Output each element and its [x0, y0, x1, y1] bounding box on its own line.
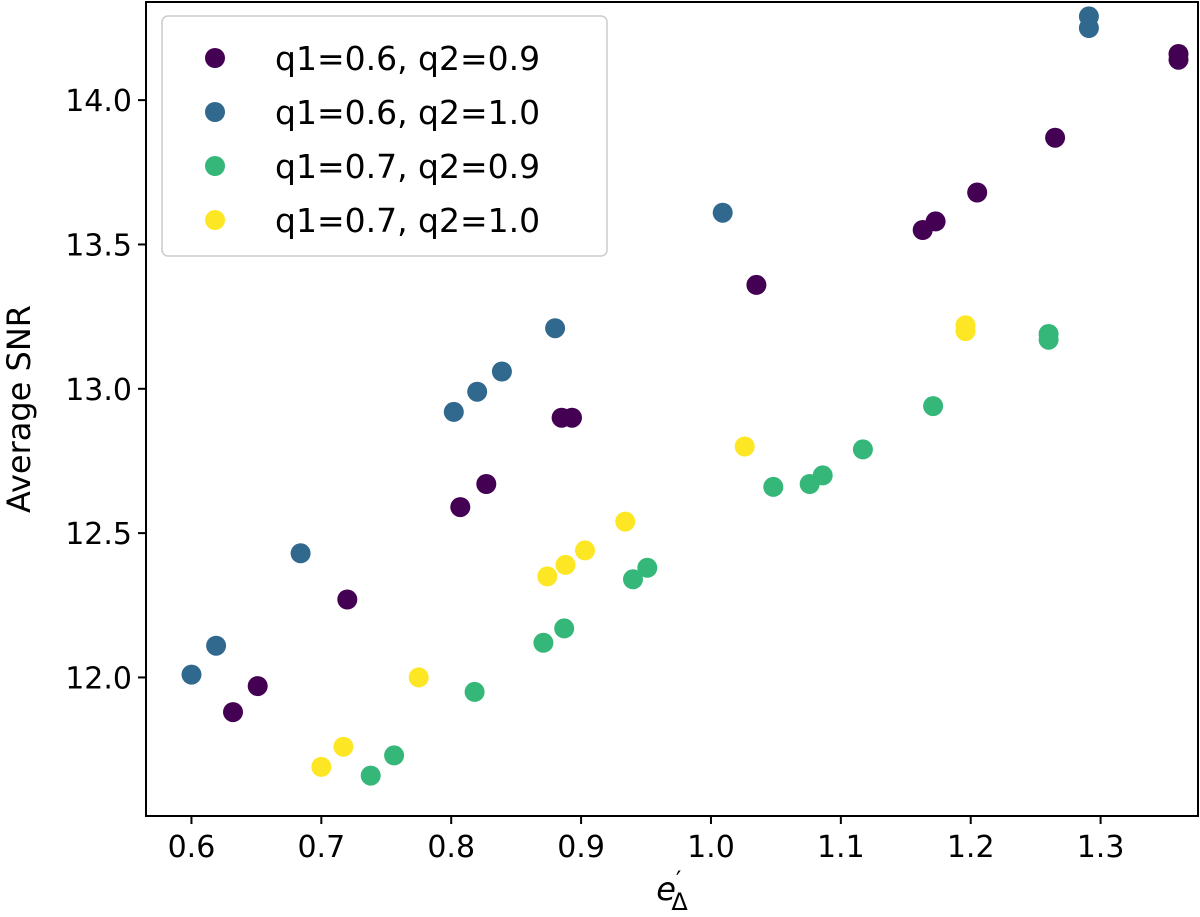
- data-points: [181, 6, 1189, 786]
- x-tick-label: 0.6: [168, 830, 216, 865]
- data-point-s0-11: [1045, 127, 1066, 148]
- data-point-s2-4: [554, 618, 575, 639]
- y-tick-label: 12.5: [65, 517, 132, 552]
- data-point-s2-7: [763, 476, 784, 497]
- y-tick-label: 13.5: [65, 228, 132, 263]
- data-point-s0-4: [476, 474, 497, 494]
- data-point-s3-9: [955, 315, 976, 336]
- data-point-s0-7: [746, 274, 767, 295]
- x-tick-label: 1.0: [687, 830, 735, 865]
- y-tick-label: 14.0: [65, 84, 132, 119]
- y-tick-label: 12.0: [65, 661, 132, 696]
- data-point-s0-2: [337, 589, 358, 610]
- data-point-s3-4: [555, 554, 576, 575]
- x-axis-label: e′ Δ: [656, 866, 688, 916]
- data-point-s2-0: [360, 765, 381, 786]
- x-tick-label: 1.3: [1077, 830, 1125, 865]
- data-point-s2-9: [812, 465, 833, 486]
- legend-marker: [205, 210, 225, 230]
- legend: q1=0.6, q2=0.9 q1=0.6, q2=1.0 q1=0.7, q2=0…: [161, 15, 608, 257]
- legend-box: [161, 15, 608, 257]
- data-point-s0-0: [223, 702, 243, 723]
- legend-marker: [205, 102, 225, 122]
- data-point-s3-3: [537, 566, 558, 587]
- data-point-s2-6: [637, 557, 658, 578]
- x-axis-ticks: 0.6 0.7 0.8 0.9 1.0 1.1 1.2 1.3: [168, 816, 1125, 865]
- data-point-s3-5: [575, 540, 595, 561]
- data-point-s2-13: [1038, 324, 1059, 344]
- legend-entry-label: q1=0.6, q2=1.0: [275, 93, 540, 132]
- plot-frame: [145, 1, 1199, 817]
- data-point-s0-10: [967, 182, 988, 203]
- y-axis-ticks: 12.0 12.5 13.0 13.5 14.0: [65, 84, 146, 696]
- data-point-s1-9: [1078, 6, 1099, 27]
- x-tick-label: 0.9: [557, 830, 605, 865]
- data-point-s1-2: [290, 543, 311, 564]
- data-point-s1-6: [545, 318, 566, 339]
- data-point-s3-2: [408, 667, 429, 688]
- data-point-s2-10: [852, 439, 873, 460]
- data-point-s2-1: [384, 745, 405, 766]
- data-point-s1-3: [443, 401, 464, 422]
- legend-entry-label: q1=0.7, q2=1.0: [275, 201, 540, 240]
- data-point-s1-4: [467, 381, 488, 402]
- data-point-s1-7: [712, 202, 733, 223]
- data-point-s0-13: [1168, 44, 1189, 64]
- data-point-s0-3: [450, 497, 471, 518]
- x-tick-label: 0.7: [297, 830, 345, 865]
- y-axis-label: Average SNR: [0, 305, 38, 513]
- data-point-s3-0: [311, 756, 332, 777]
- data-point-s0-6: [562, 407, 582, 428]
- data-point-s1-5: [491, 361, 512, 382]
- x-tick-label: 0.8: [427, 830, 475, 865]
- legend-marker: [205, 48, 225, 68]
- legend-entry-label: q1=0.6, q2=0.9: [275, 39, 540, 78]
- data-point-s2-3: [533, 632, 554, 653]
- data-point-s2-11: [923, 396, 944, 417]
- data-point-s0-9: [925, 211, 946, 232]
- data-point-s1-1: [206, 635, 227, 656]
- data-point-s1-0: [181, 664, 202, 685]
- data-point-s0-1: [247, 676, 268, 697]
- data-point-s3-1: [333, 736, 354, 757]
- data-point-s2-2: [464, 681, 485, 702]
- data-point-s3-7: [734, 436, 755, 457]
- x-tick-label: 1.1: [817, 830, 865, 865]
- y-tick-label: 13.0: [65, 373, 132, 408]
- data-point-s3-6: [615, 511, 636, 532]
- data-point-s2-5: [623, 569, 643, 590]
- x-tick-label: 1.2: [947, 830, 995, 865]
- legend-marker: [205, 156, 225, 176]
- legend-entry-label: q1=0.7, q2=0.9: [275, 147, 540, 186]
